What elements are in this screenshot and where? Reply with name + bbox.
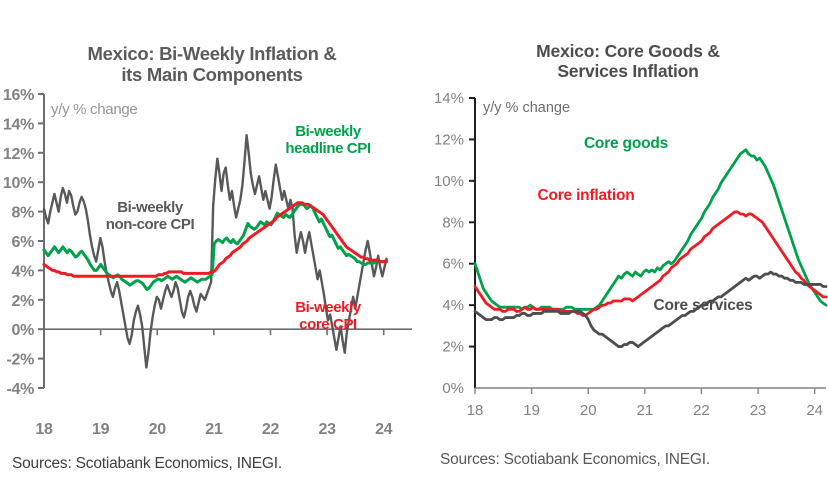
right-x-tick-label: 19	[523, 402, 540, 419]
right-y-tick-label: 6%	[442, 256, 464, 273]
right-series-annotation: Core services	[653, 297, 752, 314]
left-x-tick-label: 20	[149, 421, 167, 438]
left-series-gray	[42, 133, 388, 369]
left-y-tick-label: -2%	[6, 352, 34, 369]
left-x-tick-label: 24	[375, 421, 393, 438]
left-y-tick-label: 8%	[11, 205, 34, 222]
right-unit-label: y/y % change	[483, 100, 570, 116]
right-x-tick-label: 24	[806, 402, 823, 419]
left-chart-title: Mexico: Bi-Weekly Inflation & its Main C…	[10, 43, 414, 85]
left-x-tick-label: 21	[205, 421, 223, 438]
right-x-tick-label: 21	[636, 402, 653, 419]
right-series-gray	[473, 270, 828, 348]
left-annotation-line: Bi-weekly	[295, 299, 362, 316]
right-series-green	[473, 148, 828, 311]
left-y-tick-label: 12%	[3, 146, 34, 163]
right-y-tick-label: 12%	[434, 131, 464, 148]
right-y-tick-label: 4%	[442, 297, 464, 314]
left-annotation-line: Bi-weekly	[295, 123, 362, 140]
right-y-tick-label: 14%	[434, 90, 464, 107]
right-series-annotation: Core inflation	[537, 187, 634, 204]
left-chart-title-line1: Mexico: Bi-Weekly Inflation &	[87, 43, 337, 64]
chart-panel-left: Mexico: Bi-Weekly Inflation & its Main C…	[2, 43, 414, 472]
right-y-tick-label: 2%	[442, 339, 464, 356]
right-chart-title: Mexico: Core Goods & Services Inflation	[436, 41, 820, 81]
left-series-green	[42, 202, 389, 292]
right-x-tick-label: 20	[580, 402, 597, 419]
right-x-tick-label: 18	[467, 402, 484, 419]
left-y-tick-label: 10%	[3, 175, 34, 192]
right-source-note: Sources: Scotiabank Economics, INEGI.	[440, 451, 710, 468]
left-x-tick-label: 18	[35, 421, 53, 438]
left-x-tick-label: 22	[262, 421, 280, 438]
right-y-tick-label: 0%	[442, 380, 464, 397]
left-chart-title-line2: its Main Components	[121, 63, 303, 85]
chart-panel-right: Mexico: Core Goods & Services Inflation …	[428, 30, 828, 483]
left-annotation-line: core CPI	[299, 316, 357, 333]
left-y-tick-label: 0%	[11, 322, 34, 339]
right-chart-plot: 0% 2% 4% 6% 8% 10% 12% 14% 18 19 20 21 22 23 24 y/y % c…	[434, 90, 828, 419]
left-x-tick-label: 23	[318, 421, 336, 438]
right-x-tick-label: 22	[693, 402, 710, 419]
right-chart-title-line1: Mexico: Core Goods &	[536, 41, 720, 61]
left-x-tick-label: 19	[92, 421, 110, 438]
right-x-tick-label: 23	[750, 402, 767, 419]
left-source-note: Sources: Scotiabank Economics, INEGI.	[12, 455, 282, 472]
right-series-red	[473, 210, 828, 317]
left-y-tick-label: 4%	[11, 263, 34, 280]
left-annotation-line: non-core CPI	[106, 216, 195, 233]
left-y-tick-label: 16%	[3, 88, 34, 104]
left-chart-plot: -4% -2% 0% 2% 4% 6% 8% 10% 12% 14% 16% 18 19 20 21 22 23…	[3, 88, 412, 438]
left-annotation-line: headline CPI	[285, 140, 370, 157]
left-annotation-line: Bi-weekly	[117, 199, 184, 216]
left-series-red	[42, 201, 389, 278]
left-unit-label: y/y % change	[51, 101, 137, 118]
left-y-tick-label: 6%	[11, 234, 34, 251]
left-y-tick-label: 14%	[3, 116, 34, 133]
left-y-tick-label: -4%	[6, 381, 34, 398]
right-y-tick-label: 10%	[434, 173, 464, 190]
right-chart-title-line2: Services Inflation	[557, 60, 699, 81]
right-y-tick-label: 8%	[442, 214, 464, 231]
left-y-tick-label: 2%	[11, 293, 34, 310]
right-series-annotation: Core goods	[584, 135, 668, 152]
